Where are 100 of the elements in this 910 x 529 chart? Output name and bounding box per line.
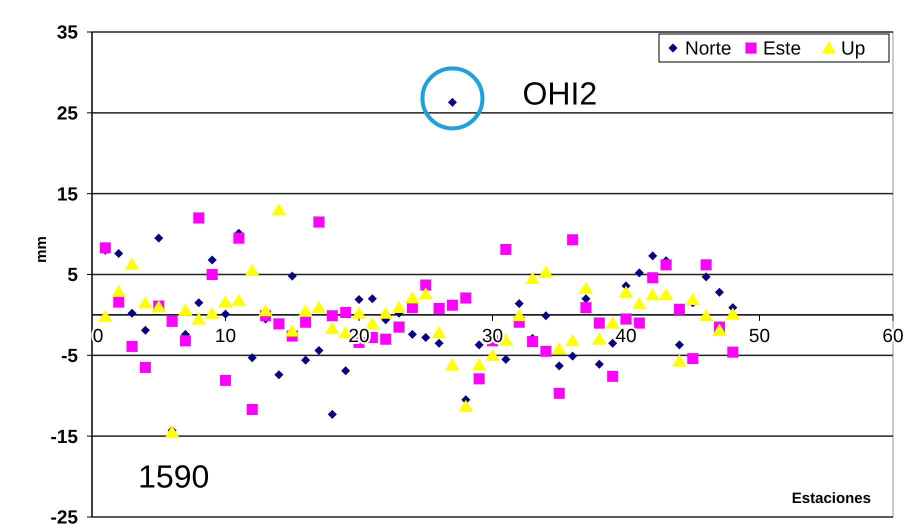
point <box>154 234 164 243</box>
point <box>98 310 113 322</box>
point <box>245 264 260 276</box>
point <box>501 354 510 364</box>
point <box>248 353 257 362</box>
y-tick-label: 25 <box>56 103 78 124</box>
point <box>113 296 124 308</box>
legend-label: Up <box>841 38 866 60</box>
point <box>712 324 727 336</box>
y-tick-label: -5 <box>61 346 78 367</box>
point <box>232 294 246 306</box>
point <box>646 288 660 300</box>
point <box>700 259 712 270</box>
point <box>674 340 684 350</box>
point <box>647 272 658 284</box>
point <box>124 257 140 270</box>
point <box>368 294 377 304</box>
x-axis-title: Estaciones <box>792 490 871 507</box>
point <box>672 354 687 366</box>
y-tick-label: -15 <box>50 426 78 448</box>
point <box>554 361 564 370</box>
point <box>698 309 714 322</box>
x-tick-label: 60 <box>882 326 904 347</box>
point <box>325 322 340 334</box>
point <box>274 370 284 380</box>
point <box>233 232 244 244</box>
point <box>288 272 297 281</box>
point <box>140 362 151 373</box>
point <box>460 292 472 304</box>
point <box>221 310 230 319</box>
point <box>178 303 193 316</box>
point <box>166 316 178 327</box>
point <box>620 313 632 324</box>
point <box>581 294 590 304</box>
point <box>138 296 153 308</box>
point <box>687 353 698 364</box>
annotation: OHI2 <box>522 75 598 112</box>
point <box>608 338 618 348</box>
x-tick-label: 10 <box>214 326 236 347</box>
point <box>114 248 124 258</box>
point <box>632 297 647 309</box>
point <box>458 400 473 412</box>
point <box>314 346 324 355</box>
point <box>378 306 393 319</box>
point <box>313 216 324 228</box>
point <box>380 334 392 345</box>
y-tick-label: 15 <box>56 184 78 206</box>
point <box>527 336 538 348</box>
point <box>298 304 313 316</box>
point <box>474 340 484 350</box>
point <box>246 404 258 415</box>
point <box>340 306 352 318</box>
legend-label: Este <box>763 38 802 60</box>
point <box>592 332 606 345</box>
point <box>394 322 405 333</box>
point <box>727 346 738 358</box>
point <box>658 288 674 300</box>
point <box>192 312 206 324</box>
point <box>140 326 150 335</box>
point <box>432 326 446 338</box>
point <box>634 268 644 278</box>
point <box>208 255 217 264</box>
point <box>565 334 580 346</box>
point <box>448 98 457 107</box>
point <box>258 304 273 316</box>
point <box>618 286 634 298</box>
point <box>472 358 486 370</box>
point <box>220 374 231 386</box>
x-tick-label: 0 <box>92 326 104 347</box>
point <box>512 309 526 322</box>
point <box>194 298 204 308</box>
point <box>540 346 552 357</box>
point <box>408 330 417 339</box>
point <box>326 310 338 322</box>
point <box>594 360 604 369</box>
point <box>445 358 460 370</box>
legend-label: Norte <box>685 38 732 60</box>
point <box>578 282 594 294</box>
point <box>193 212 204 224</box>
point <box>607 370 618 382</box>
point <box>554 388 565 399</box>
y-tick-label: 35 <box>56 22 78 44</box>
point <box>312 301 326 314</box>
point <box>674 304 685 315</box>
x-tick-label: 50 <box>748 326 770 347</box>
point <box>474 373 485 384</box>
point <box>421 333 430 342</box>
point <box>420 280 432 291</box>
point <box>285 324 300 336</box>
point <box>568 352 578 361</box>
point <box>538 265 554 278</box>
point <box>714 288 724 297</box>
point <box>273 318 284 330</box>
point <box>580 302 592 314</box>
point <box>206 269 218 280</box>
point <box>164 426 180 438</box>
point <box>100 242 111 254</box>
point <box>328 410 337 419</box>
point <box>726 308 740 320</box>
point <box>525 272 540 284</box>
